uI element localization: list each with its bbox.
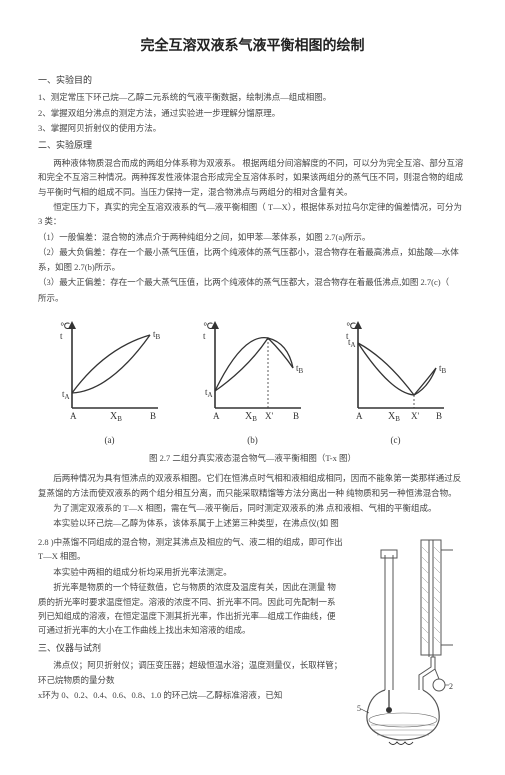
- svg-text:tA: tA: [205, 387, 213, 399]
- figure-caption: 图 2.7 二组分真实液态混合物气—液平衡相图（T-x 图）: [38, 451, 467, 465]
- svg-text:5: 5: [357, 704, 361, 713]
- svg-text:℃: ℃: [346, 321, 356, 331]
- svg-text:℃: ℃: [203, 321, 213, 331]
- two-column: 2.8 )中蒸馏不同组成的混合物，测定其沸点及相应的气、液二相的组成，即可作出 …: [38, 535, 467, 755]
- svg-text:X': X': [411, 411, 419, 421]
- svg-text:tB: tB: [153, 329, 161, 341]
- plot-c-label: (c): [324, 433, 467, 448]
- case-3b: 所示。: [38, 291, 467, 305]
- principle-p4: 为了测定双液系的 T—X 相图，需在气—液平衡后，同时测定双液系的沸 点和液相、…: [38, 501, 467, 515]
- figure-row: ℃ t tA tB A XB B (a) ℃ t tA tB A XB X' B: [38, 313, 467, 449]
- objective-3: 3、掌握阿贝折射仪的使用方法。: [38, 121, 467, 135]
- svg-text:B: B: [436, 411, 442, 421]
- svg-text:B: B: [150, 411, 156, 421]
- plot-c: ℃ t tA tB A XB X' B: [336, 313, 456, 428]
- svg-text:A: A: [70, 411, 77, 421]
- left-column: 2.8 )中蒸馏不同组成的混合物，测定其沸点及相应的气、液二相的组成，即可作出 …: [38, 535, 343, 755]
- principle-p8: 折光率是物质的一个特征数值，它与物质的浓度及温度有关，因此在测量 物质的折光率时…: [38, 580, 343, 638]
- section-1-head: 一、实验目的: [38, 73, 467, 88]
- svg-text:XB: XB: [245, 411, 257, 423]
- plot-a-cell: ℃ t tA tB A XB B (a): [38, 313, 181, 449]
- objective-2: 2、掌握双组分沸点的测定方法，通过实验进一步理解分馏原理。: [38, 106, 467, 120]
- objective-1: 1、测定常压下环己烷—乙醇二元系统的气液平衡数据，绘制沸点—组成相图。: [38, 90, 467, 104]
- plot-a: ℃ t tA tB A XB B: [50, 313, 170, 428]
- svg-text:A: A: [356, 411, 363, 421]
- svg-text:t: t: [203, 331, 206, 341]
- apparatus-diagram: 2 5: [349, 535, 467, 750]
- case-3: （3）最大正偏差：存在一个最大蒸气压值，比两个纯液体的蒸气压都大，混合物存在着最…: [38, 275, 467, 289]
- principle-p7: 本实验中两相的组成分析均采用折光率法测定。: [38, 565, 343, 579]
- svg-text:t: t: [60, 331, 63, 341]
- instruments-p2: x环为 0、0.2、0.4、0.6、0.8、1.0 的环己烷—乙醇标准溶液，已知: [38, 688, 343, 702]
- svg-text:tA: tA: [62, 389, 70, 401]
- svg-text:tA: tA: [348, 337, 356, 349]
- plot-b-cell: ℃ t tA tB A XB X' B (b): [181, 313, 324, 449]
- svg-text:tB: tB: [439, 363, 447, 375]
- svg-text:℃: ℃: [60, 321, 70, 331]
- right-column: 2 5: [349, 535, 467, 755]
- svg-text:2: 2: [449, 682, 453, 691]
- case-2: （2）最大负偏差：存在一个最小蒸气压值，比两个纯液体的蒸气压都小，混合物存在着最…: [38, 245, 467, 274]
- principle-p2: 恒定压力下，真实的完全互溶双液系的气—液平衡相图（ T—X），根据体系对拉乌尔定…: [38, 200, 467, 229]
- page-title: 完全互溶双液系气液平衡相图的绘制: [38, 35, 467, 59]
- case-1: （1）一般偏差：混合物的沸点介于两种纯组分之间，如甲苯—苯体系，如图 2.7(a…: [38, 230, 467, 244]
- svg-text:B: B: [293, 411, 299, 421]
- svg-text:XB: XB: [110, 411, 122, 423]
- section-3-head: 三、仪器与试剂: [38, 641, 343, 656]
- svg-text:XB: XB: [388, 411, 400, 423]
- plot-a-label: (a): [38, 433, 181, 448]
- section-2-head: 二、实验原理: [38, 138, 467, 153]
- principle-p5: 本实验以环己烷—乙醇为体系，该体系属于上述第三种类型，在沸点仪(如 图: [38, 516, 467, 530]
- principle-p6: 2.8 )中蒸馏不同组成的混合物，测定其沸点及相应的气、液二相的组成，即可作出 …: [38, 535, 343, 564]
- principle-p1: 两种液体物质混合而成的两组分体系称为双液系。 根据两组分间溶解度的不同，可以分为…: [38, 156, 467, 199]
- plot-c-cell: ℃ t tA tB A XB X' B (c): [324, 313, 467, 449]
- plot-b: ℃ t tA tB A XB X' B: [193, 313, 313, 428]
- principle-p3: 后两种情况为具有恒沸点的双液系相图。它们在恒沸点时气相和液相组成相同，因而不能象…: [38, 471, 467, 500]
- instruments-p1: 沸点仪；阿贝折射仪；调压变压器；超级恒温水浴；温度测量仪，长取样管；环己烷物质的…: [38, 658, 343, 687]
- svg-text:A: A: [213, 411, 220, 421]
- svg-text:tB: tB: [296, 363, 304, 375]
- svg-text:X': X': [265, 411, 273, 421]
- plot-b-label: (b): [181, 433, 324, 448]
